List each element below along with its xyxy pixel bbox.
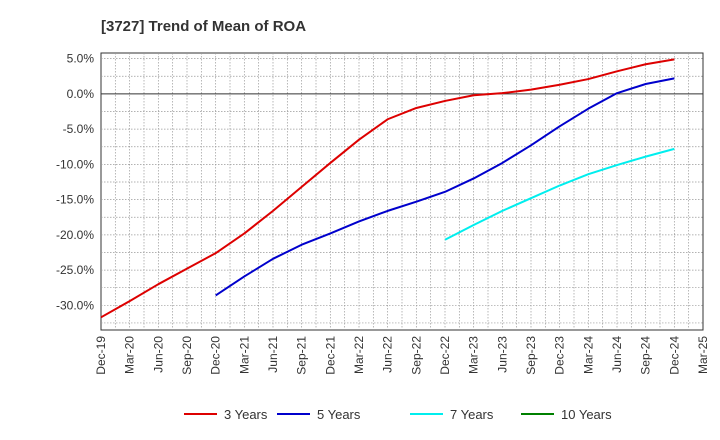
x-tick-label: Mar-25 [696,336,710,374]
legend: 3 Years 5 Years 7 Years 10 Years [184,407,612,422]
x-tick-label: Mar-22 [352,336,366,374]
x-tick-label: Mar-23 [467,336,481,374]
y-tick-label: -30.0% [56,298,94,312]
y-tick-label: -10.0% [56,157,94,171]
y-gridlines [101,58,703,324]
chart-title: [3727] Trend of Mean of ROA [101,18,306,35]
x-tick-label: Jun-24 [610,336,624,373]
y-tick-label: -5.0% [63,122,95,136]
x-tick-label: Sep-22 [409,336,423,375]
x-tick-label: Jun-20 [151,336,165,373]
x-tick-label: Dec-20 [209,336,223,375]
series-line [444,147,675,241]
x-tick-label: Sep-20 [180,336,194,375]
series-line [100,58,675,319]
x-tick-label: Jun-21 [266,336,280,373]
x-tick-label: Dec-22 [438,336,452,375]
series-lines [100,58,675,319]
legend-label: 5 Years [317,407,361,422]
y-tick-label: 0.0% [67,87,95,101]
x-tick-label: Dec-23 [553,336,567,375]
x-tick-label: Mar-21 [237,336,251,374]
legend-label: 7 Years [450,407,494,422]
y-axis-tick-labels: 5.0% 0.0% -5.0% -10.0% -15.0% -20.0% -25.0% -30… [56,52,94,313]
y-tick-label: -25.0% [56,263,94,277]
y-tick-label: -15.0% [56,193,94,207]
x-tick-label: Jun-22 [381,336,395,373]
x-tick-label: Dec-21 [323,336,337,375]
x-tick-label: Mar-24 [581,336,595,374]
y-tick-label: 5.0% [67,52,95,66]
legend-label: 10 Years [561,407,612,422]
legend-label: 3 Years [224,407,268,422]
y-tick-label: -20.0% [56,228,94,242]
x-tick-label: Dec-24 [667,336,681,375]
x-tick-label: Sep-21 [295,336,309,375]
x-tick-label: Mar-20 [123,336,137,374]
x-gridlines [114,53,690,330]
x-tick-label: Jun-23 [495,336,509,373]
x-tick-label: Sep-24 [639,336,653,375]
x-axis-tick-labels: Dec-19 Mar-20 Jun-20 Sep-20 Dec-20 Mar-21 Jun-… [94,336,710,375]
series-line [215,77,675,297]
x-tick-label: Sep-23 [524,336,538,375]
x-tick-label: Dec-19 [94,336,108,375]
